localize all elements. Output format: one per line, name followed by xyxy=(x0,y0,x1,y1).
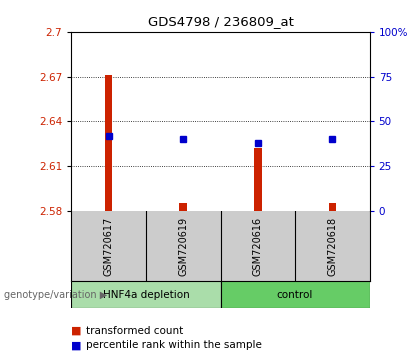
Text: GSM720617: GSM720617 xyxy=(104,216,114,276)
Text: genotype/variation ▶: genotype/variation ▶ xyxy=(4,290,108,300)
Text: percentile rank within the sample: percentile rank within the sample xyxy=(86,340,262,350)
Bar xyxy=(254,148,262,211)
Text: ■: ■ xyxy=(71,326,82,336)
Bar xyxy=(220,281,370,308)
Text: transformed count: transformed count xyxy=(86,326,184,336)
Bar xyxy=(179,203,187,211)
Text: GSM720616: GSM720616 xyxy=(253,216,263,276)
Text: ■: ■ xyxy=(71,340,82,350)
Text: control: control xyxy=(277,290,313,300)
Text: GSM720619: GSM720619 xyxy=(178,216,188,276)
Text: HNF4a depletion: HNF4a depletion xyxy=(102,290,189,300)
Text: GSM720618: GSM720618 xyxy=(327,216,337,276)
Bar xyxy=(328,203,336,211)
Title: GDS4798 / 236809_at: GDS4798 / 236809_at xyxy=(147,15,294,28)
Bar xyxy=(71,281,220,308)
Bar xyxy=(105,75,113,211)
